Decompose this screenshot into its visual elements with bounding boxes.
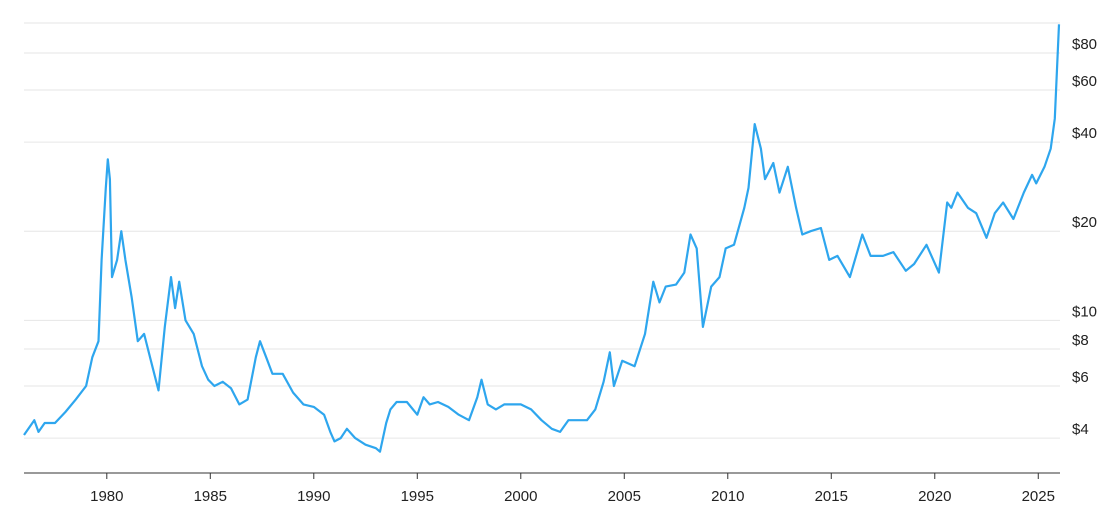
x-tick-label: 1985 [194,488,227,505]
y-tick-label: $4 [1072,421,1089,438]
y-tick-label: $8 [1072,332,1089,349]
y-tick-label: $60 [1072,73,1097,90]
x-tick-label: 2000 [504,488,537,505]
y-tick-label: $20 [1072,214,1097,231]
y-tick-label: $10 [1072,303,1097,320]
x-tick-label: 2005 [608,488,641,505]
y-tick-label: $80 [1072,36,1097,53]
x-tick-label: 2010 [711,488,744,505]
x-tick-label: 1995 [401,488,434,505]
x-tick-label: 1990 [297,488,330,505]
x-tick-label: 2015 [815,488,848,505]
y-tick-label: $40 [1072,125,1097,142]
x-tick-label: 2025 [1022,488,1055,505]
line [23,24,1061,453]
x-tick-label: 2020 [918,488,951,505]
y-tick-label: $6 [1072,369,1089,386]
x-tick-label: 1980 [90,488,123,505]
